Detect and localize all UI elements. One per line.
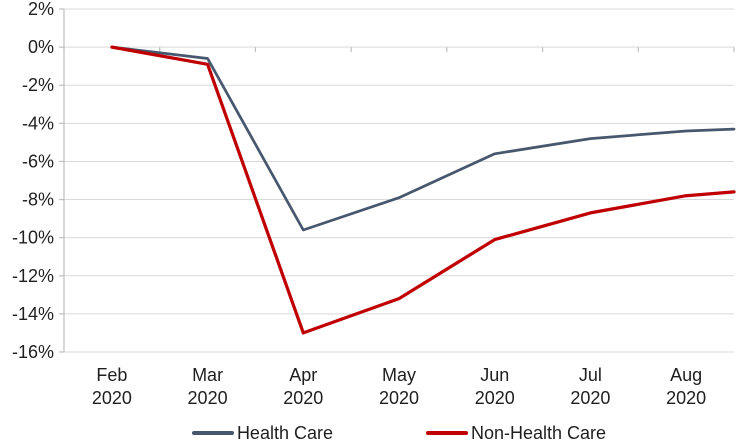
x-tick-label: Aug 2020 [666, 365, 706, 408]
y-tick-label: 2% [28, 0, 54, 19]
legend-item-non-health-care: Non-Health Care [425, 423, 607, 443]
y-tick-label: -8% [22, 190, 54, 210]
legend-label-non-health-care: Non-Health Care [470, 423, 607, 443]
y-tick-label: -16% [12, 342, 54, 362]
chart-plot-area: 2% 0% -2% -4% -6% -8% -10% -12% -14% -16% Feb 2020 M… [12, 0, 736, 408]
x-tick-label: Feb 2020 [92, 365, 132, 408]
y-tick-label: -10% [12, 228, 54, 248]
legend-item-health-care: Health Care [191, 423, 333, 443]
x-tick-label: May 2020 [379, 365, 419, 408]
y-tick-label: -4% [22, 113, 54, 133]
legend-swatch-health-care [191, 431, 234, 435]
x-tick-label: Jun 2020 [475, 365, 515, 408]
series-line-health-care [110, 45, 736, 232]
legend-swatch-non-health-care [425, 431, 468, 435]
y-tick-label: -2% [22, 75, 54, 95]
y-tick-label: -6% [22, 151, 54, 171]
legend-label-health-care: Health Care [236, 423, 333, 443]
x-tick-label: Jul 2020 [570, 365, 610, 408]
y-tick-label: 0% [28, 37, 54, 57]
x-tick-label: Apr 2020 [283, 365, 323, 408]
series-line-non-health-care [110, 45, 736, 335]
y-tick-label: -12% [12, 266, 54, 286]
y-tick-label: -14% [12, 304, 54, 324]
x-tick-label: Mar 2020 [188, 365, 228, 408]
legend: Health Care Non-Health Care [64, 420, 734, 446]
